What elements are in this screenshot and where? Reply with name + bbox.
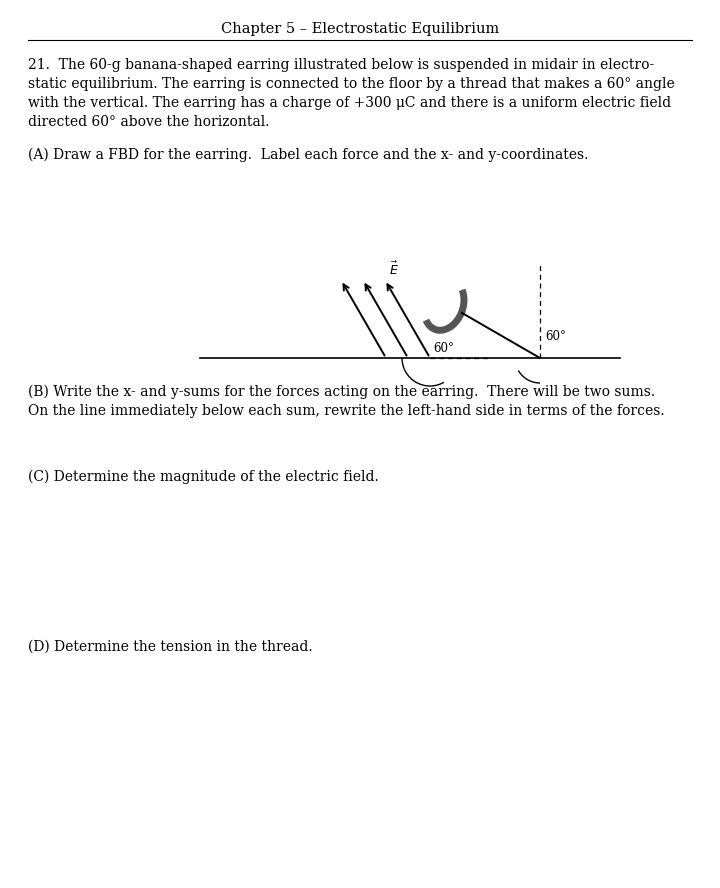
Text: (A) Draw a FBD for the earring.  Label each force and the x- and y-coordinates.: (A) Draw a FBD for the earring. Label ea… — [28, 148, 588, 163]
Text: directed 60° above the horizontal.: directed 60° above the horizontal. — [28, 115, 269, 129]
Text: with the vertical. The earring has a charge of +300 μC and there is a uniform el: with the vertical. The earring has a cha… — [28, 96, 671, 110]
Text: static equilibrium. The earring is connected to the floor by a thread that makes: static equilibrium. The earring is conne… — [28, 77, 675, 91]
Text: (D) Determine the tension in the thread.: (D) Determine the tension in the thread. — [28, 640, 312, 654]
Text: (C) Determine the magnitude of the electric field.: (C) Determine the magnitude of the elect… — [28, 470, 379, 484]
Text: (B) Write the x- and y-sums for the forces acting on the earring.  There will be: (B) Write the x- and y-sums for the forc… — [28, 385, 655, 400]
Text: $\vec{E}$: $\vec{E}$ — [389, 261, 399, 278]
Text: Chapter 5 – Electrostatic Equilibrium: Chapter 5 – Electrostatic Equilibrium — [221, 22, 499, 36]
Text: 60°: 60° — [433, 342, 454, 355]
Text: On the line immediately below each sum, rewrite the left-hand side in terms of t: On the line immediately below each sum, … — [28, 404, 665, 418]
Text: 60°: 60° — [545, 330, 566, 343]
Text: 21.  The 60-g banana-shaped earring illustrated below is suspended in midair in : 21. The 60-g banana-shaped earring illus… — [28, 58, 654, 72]
